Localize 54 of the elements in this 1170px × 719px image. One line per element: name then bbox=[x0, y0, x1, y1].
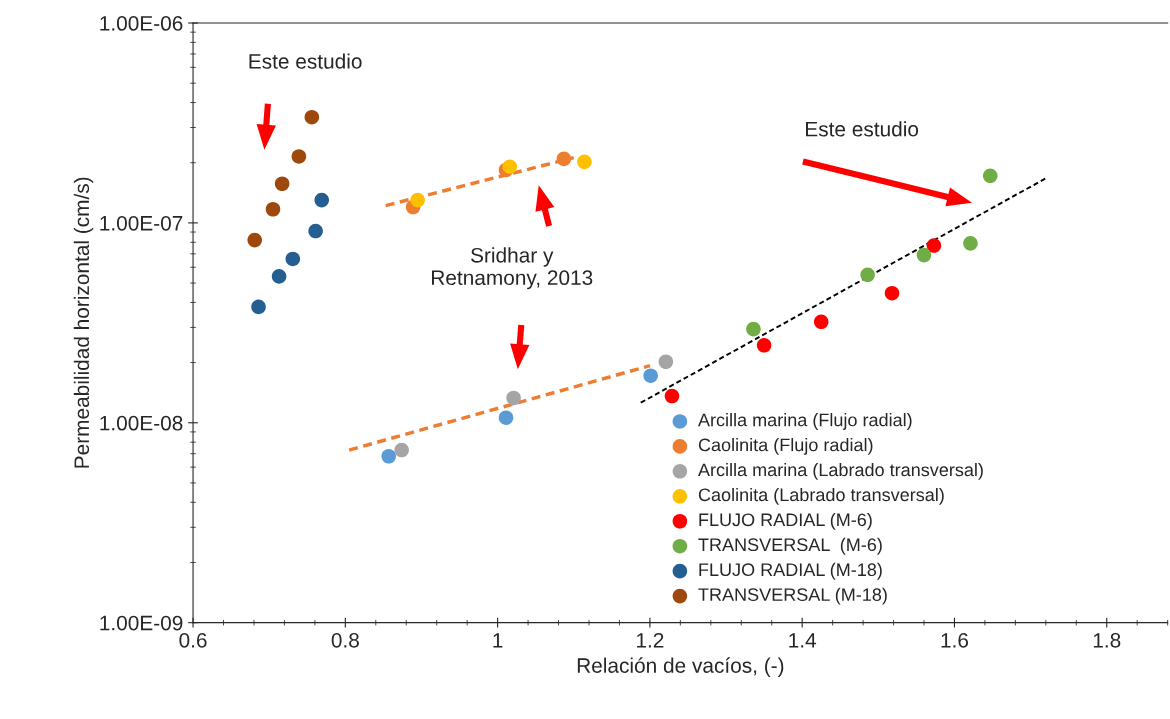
point bbox=[502, 159, 518, 174]
point bbox=[251, 299, 266, 315]
point bbox=[291, 149, 307, 164]
point bbox=[381, 448, 397, 464]
x-tick-label: 1.4 bbox=[789, 633, 817, 648]
y-tick-label: 1.00E-06 bbox=[100, 16, 183, 31]
x-tick-label: 1 bbox=[493, 633, 503, 648]
x-tick-label: 1.2 bbox=[637, 632, 664, 648]
y-tick-label: 1.00E-09 bbox=[100, 615, 183, 631]
point bbox=[498, 410, 514, 425]
legend-label: Caolinita (Labrado transversal) bbox=[698, 487, 944, 505]
x-tick-label: 1.6 bbox=[941, 632, 969, 648]
point bbox=[860, 267, 875, 283]
y-tick-label: 1.00E-08 bbox=[100, 415, 183, 431]
y-tick-label: 1.00E-07 bbox=[100, 215, 183, 231]
legend-label: TRANSVERSAL (M-6) bbox=[698, 537, 882, 555]
point bbox=[926, 238, 942, 253]
point bbox=[963, 236, 978, 251]
legend-label: Caolinita (Flujo radial) bbox=[698, 438, 873, 455]
point bbox=[308, 223, 323, 239]
annotation: Sridhar y Retnamony, 2013 bbox=[432, 247, 593, 290]
y-axis-title: Permeabilidad horizontal (cm/s) bbox=[73, 177, 94, 468]
x-tick-label: 0.8 bbox=[331, 632, 359, 648]
legend-label: FLUJO RADIAL (M-6) bbox=[699, 512, 872, 530]
annotation: Este estudio bbox=[249, 53, 362, 69]
point bbox=[643, 368, 658, 383]
point bbox=[247, 232, 263, 248]
point bbox=[756, 338, 772, 353]
point bbox=[506, 390, 521, 406]
x-tick-label: 0.6 bbox=[179, 632, 207, 648]
point bbox=[813, 314, 829, 330]
point bbox=[982, 168, 998, 184]
point bbox=[314, 192, 330, 208]
point bbox=[285, 251, 301, 267]
legend-label: FLUJO RADIAL (M-18) bbox=[699, 562, 882, 580]
point bbox=[394, 442, 409, 458]
point bbox=[658, 354, 674, 370]
point bbox=[884, 285, 900, 301]
point bbox=[556, 151, 572, 167]
point bbox=[304, 109, 320, 125]
legend-label: TRANSVERSAL (M-18) bbox=[698, 587, 887, 605]
point bbox=[916, 247, 932, 263]
point bbox=[664, 388, 680, 404]
legend-label: Arcilla marina (Flujo radial) bbox=[697, 413, 912, 430]
legend-label: Arcilla marina (Labrado transversal) bbox=[697, 462, 983, 480]
point bbox=[271, 269, 287, 284]
annotation: Este estudio bbox=[806, 121, 919, 137]
point bbox=[265, 201, 281, 217]
x-axis-title: Relación de vacíos, (-) bbox=[577, 657, 784, 677]
point bbox=[410, 192, 425, 208]
point bbox=[577, 154, 592, 170]
x-tick-label: 1.8 bbox=[1093, 632, 1121, 648]
point bbox=[274, 176, 290, 192]
point bbox=[746, 321, 761, 337]
